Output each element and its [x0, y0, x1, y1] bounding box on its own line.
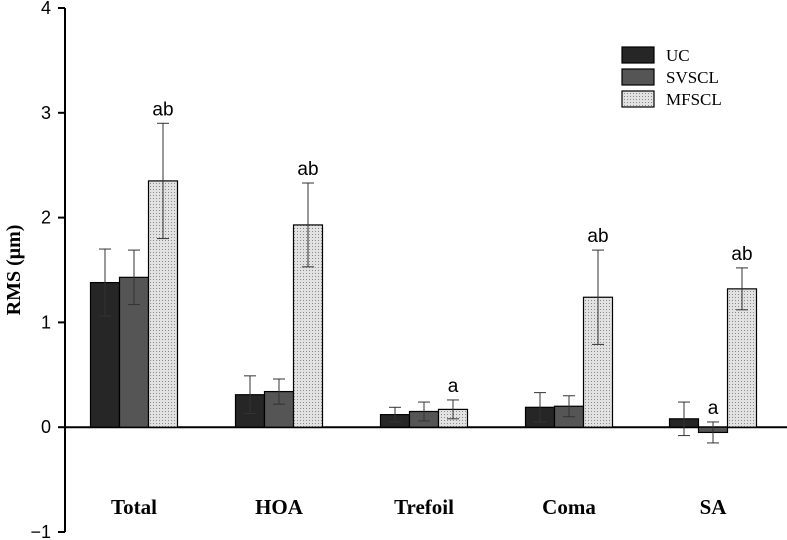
legend-swatch-svscl [621, 68, 655, 86]
plot-area: −1 0 1 2 3 4 ab Total ab HOA a Trefoil ab Coma a ab SA UC… [30, 0, 787, 540]
legend-label-uc: UC [666, 46, 690, 65]
y-tick-label: −1 [30, 522, 51, 540]
category-label: Trefoil [394, 495, 454, 519]
y-tick-label: 4 [41, 0, 51, 18]
category-label: SA [700, 495, 728, 519]
significance-label: ab [152, 99, 173, 120]
category-label: Coma [542, 495, 596, 519]
y-tick-label: 1 [41, 312, 51, 332]
y-axis-label: RMS (μm) [3, 225, 25, 316]
y-tick-label: 3 [41, 103, 51, 123]
bar-mfscl [726, 288, 758, 428]
legend-label-svscl: SVSCL [666, 68, 719, 87]
legend-swatch-mfscl [621, 90, 655, 108]
significance-label: a [708, 398, 719, 419]
category-label: HOA [255, 495, 304, 519]
y-tick-label: 0 [41, 417, 51, 437]
significance-label: ab [297, 159, 318, 180]
category-label: Total [111, 495, 157, 519]
y-tick-label: 2 [41, 208, 51, 228]
significance-label: a [448, 376, 459, 397]
legend-label-mfscl: MFSCL [666, 90, 722, 109]
significance-label: ab [587, 226, 608, 247]
legend-swatch-uc [621, 46, 655, 64]
significance-label: ab [731, 244, 752, 265]
